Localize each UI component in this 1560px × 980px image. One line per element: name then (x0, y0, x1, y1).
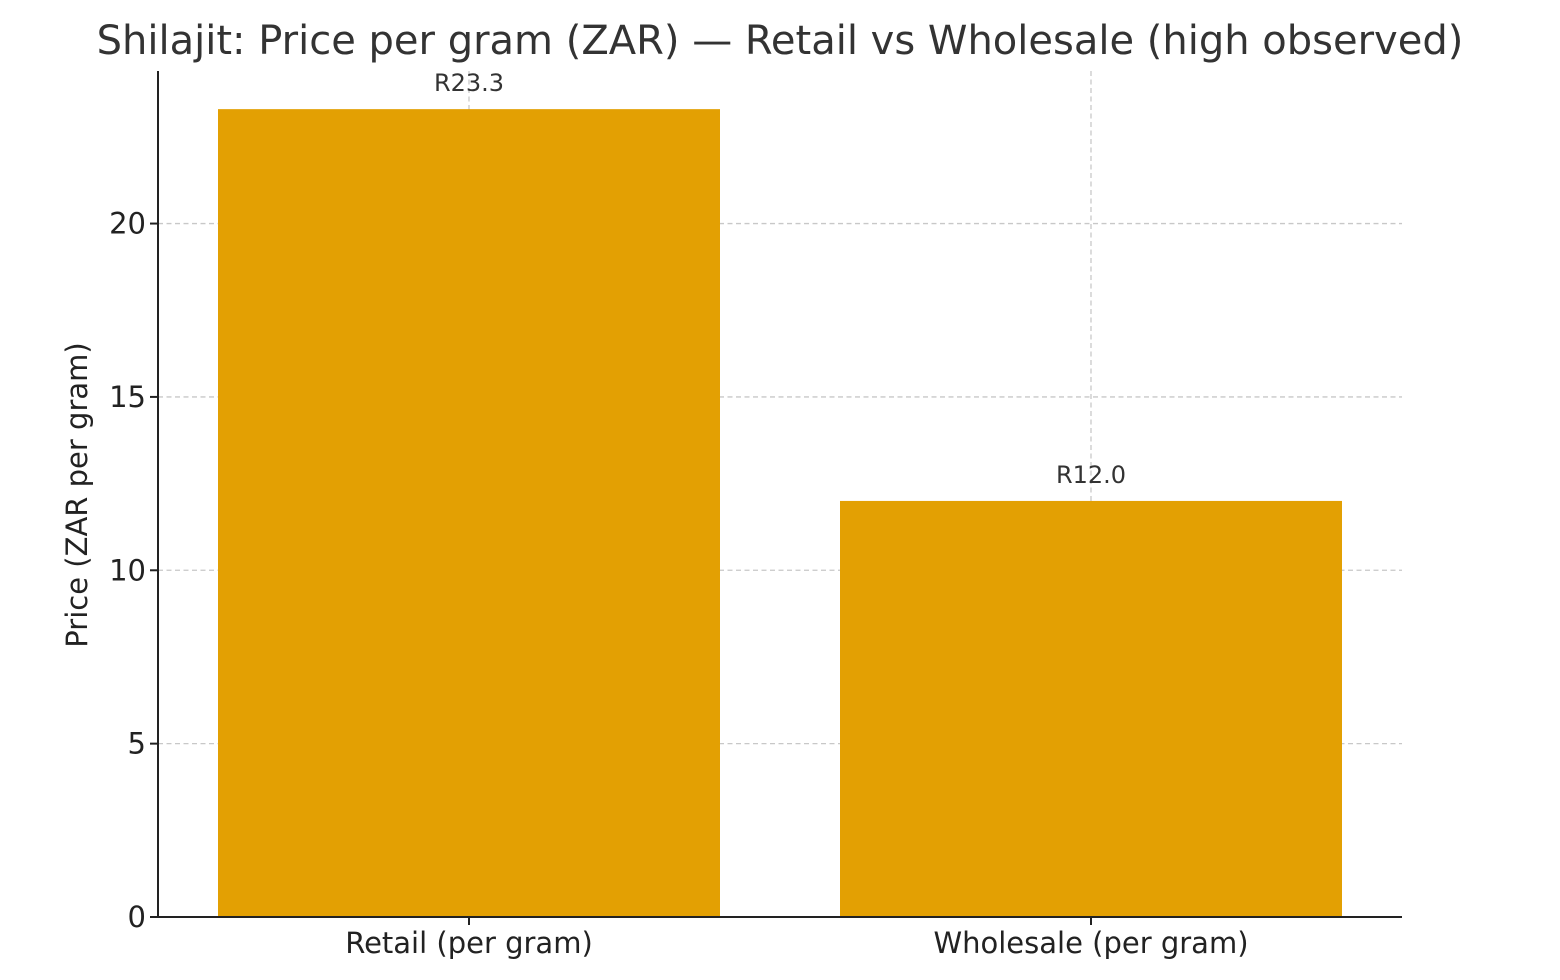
bar-value-label: R12.0 (1056, 461, 1126, 489)
bars (218, 109, 1342, 917)
y-tick-label: 5 (128, 727, 146, 761)
y-tick-label: 10 (109, 553, 146, 587)
ticks: 0 5 10 15 20 Retail (per gram) Wholesale (per … (109, 207, 1248, 960)
x-tick-label: Retail (per gram) (345, 926, 593, 960)
bar (218, 109, 720, 917)
x-tick-label: Wholesale (per gram) (933, 926, 1248, 960)
y-axis-label: Price (ZAR per gram) (60, 342, 94, 647)
axes (157, 71, 1402, 918)
bar-value-labels: R23.3 R12.0 (434, 69, 1126, 489)
y-tick-label: 0 (128, 900, 146, 934)
bar (840, 500, 1342, 917)
chart-title: Shilajit: Price per gram (ZAR) — Retail … (97, 18, 1464, 64)
y-tick-label: 20 (109, 207, 146, 241)
bar-value-label: R23.3 (434, 69, 504, 97)
y-tick-label: 15 (109, 380, 146, 414)
